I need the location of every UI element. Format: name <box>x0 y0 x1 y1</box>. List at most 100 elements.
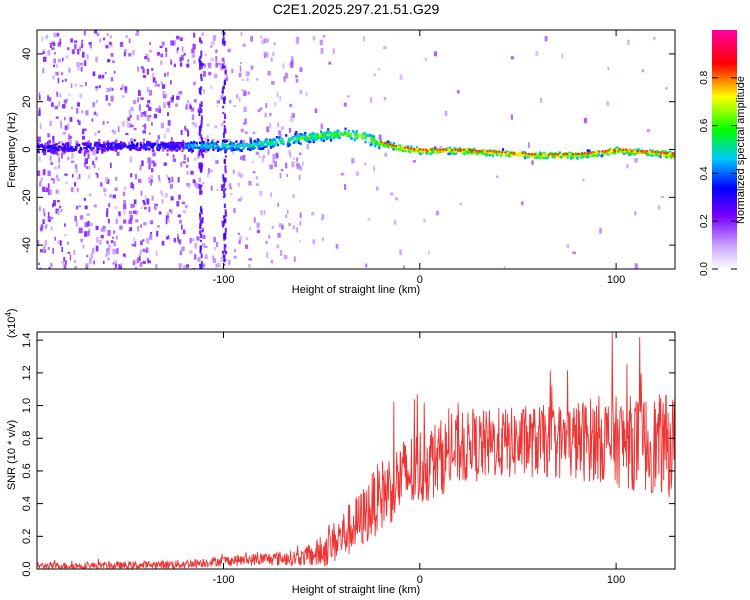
noise-cell <box>269 113 272 116</box>
signal-cell <box>387 144 390 148</box>
signal-core-cell <box>595 151 598 154</box>
signal-cell <box>235 140 238 143</box>
noise-cell <box>435 210 440 216</box>
noise-column-cell <box>198 62 201 65</box>
noise-cell <box>239 235 242 241</box>
signal-cell <box>59 145 62 149</box>
signal-cell <box>123 144 126 148</box>
signal-core-cell <box>613 148 616 151</box>
noise-cell <box>248 180 252 186</box>
signal-cell <box>623 152 626 155</box>
noise-column-cell <box>200 123 203 128</box>
noise-cell <box>263 51 267 55</box>
noise-cell <box>322 35 326 38</box>
signal-cell <box>139 147 142 150</box>
noise-cell <box>166 212 169 216</box>
noise-cell <box>456 90 460 94</box>
signal-cell <box>488 151 491 154</box>
noise-column-cell <box>223 215 226 218</box>
noise-column-cell <box>200 86 203 91</box>
noise-cell <box>152 77 156 83</box>
noise-cell <box>202 234 206 239</box>
noise-cell <box>112 262 115 265</box>
signal-core-cell <box>474 149 477 152</box>
noise-cell <box>51 41 55 44</box>
noise-cell <box>158 105 161 111</box>
noise-column-cell <box>225 149 227 153</box>
signal-cell <box>193 146 196 149</box>
noise-cell <box>128 53 132 57</box>
noise-cell <box>134 174 138 180</box>
noise-cell <box>70 38 73 43</box>
noise-cell <box>299 239 301 243</box>
noise-cell <box>67 123 70 130</box>
noise-column-cell <box>199 223 202 229</box>
noise-cell <box>218 62 222 66</box>
signal-cell <box>202 145 206 149</box>
noise-cell <box>178 265 182 269</box>
noise-cell <box>258 155 261 158</box>
spectrogram-plot-area <box>37 30 675 269</box>
noise-cell <box>59 93 62 98</box>
signal-cell <box>454 150 457 153</box>
noise-cell <box>52 247 54 254</box>
signal-cell <box>144 145 147 148</box>
noise-cell <box>105 45 109 49</box>
noise-cell <box>48 267 51 269</box>
snr-scale-label: (x104) <box>4 308 18 338</box>
noise-cell <box>322 237 324 241</box>
signal-cell <box>361 137 364 140</box>
noise-cell <box>57 78 60 84</box>
y-tick-label: 0.6 <box>21 463 33 478</box>
signal-cell <box>484 153 487 156</box>
signal-cell <box>367 134 370 137</box>
noise-cell <box>53 64 55 68</box>
noise-cell <box>44 240 48 246</box>
signal-cell <box>352 131 355 134</box>
signal-cell <box>191 149 194 152</box>
signal-cell <box>601 154 604 157</box>
signal-cell <box>270 145 273 148</box>
signal-cell <box>661 153 664 156</box>
signal-cell <box>522 153 525 157</box>
noise-cell <box>40 224 44 230</box>
noise-cell <box>177 91 181 95</box>
signal-cell <box>107 143 110 146</box>
signal-cell <box>225 148 228 151</box>
signal-cell <box>659 153 662 156</box>
noise-column-cell <box>199 56 202 59</box>
signal-cell <box>482 152 485 155</box>
signal-cell <box>663 154 666 157</box>
noise-cell <box>125 35 128 38</box>
noise-cell <box>165 215 169 219</box>
noise-cell <box>444 110 448 116</box>
signal-cell <box>217 147 220 150</box>
noise-cell <box>256 222 260 229</box>
signal-cell <box>379 139 382 143</box>
signal-cell <box>264 141 267 144</box>
noise-column-cell <box>222 220 225 227</box>
noise-cell <box>58 101 60 107</box>
signal-cell <box>472 150 476 154</box>
noise-cell <box>167 112 169 117</box>
signal-cell <box>645 151 648 154</box>
noise-cell <box>75 83 77 87</box>
noise-cell <box>544 36 548 42</box>
signal-cell <box>602 153 605 156</box>
noise-cell <box>292 194 295 199</box>
noise-cell <box>83 197 86 201</box>
noise-cell <box>89 44 92 49</box>
signal-cell <box>89 146 92 150</box>
noise-cell <box>311 212 315 216</box>
noise-cell <box>124 48 127 54</box>
noise-cell <box>299 152 302 156</box>
noise-cell <box>166 153 169 156</box>
signal-cell <box>55 143 58 146</box>
signal-cell <box>449 148 452 152</box>
spectrogram-y-label: Frequency (Hz) <box>6 112 18 188</box>
noise-column-cell <box>198 111 201 114</box>
noise-cell <box>177 214 181 218</box>
signal-cell <box>254 143 257 146</box>
noise-cell <box>424 57 427 61</box>
signal-cell <box>432 151 435 154</box>
